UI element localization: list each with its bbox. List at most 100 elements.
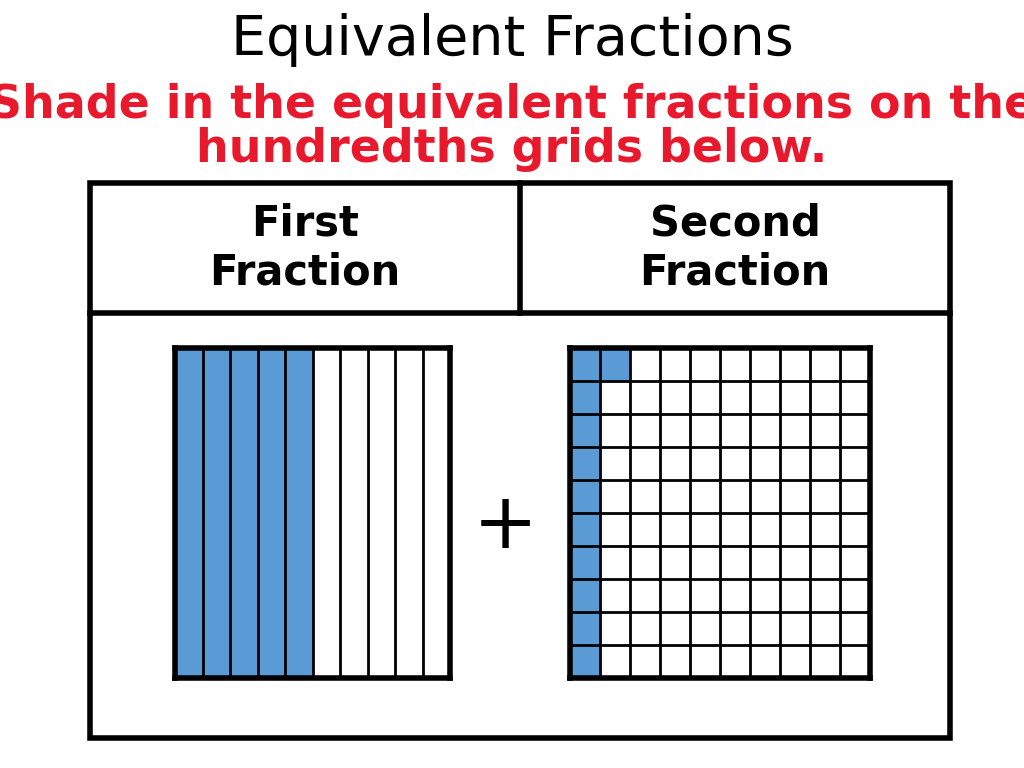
Text: First
Fraction: First Fraction	[209, 203, 400, 293]
Bar	[750, 348, 780, 381]
Bar	[780, 414, 810, 447]
Bar	[690, 513, 720, 546]
Bar	[720, 645, 750, 678]
Bar	[750, 381, 780, 414]
Bar	[720, 447, 750, 480]
Bar	[600, 348, 630, 381]
Bar	[840, 546, 870, 579]
Bar	[175, 348, 203, 678]
Bar	[720, 612, 750, 645]
Bar	[660, 579, 690, 612]
Bar	[630, 579, 660, 612]
Bar	[630, 381, 660, 414]
Bar	[750, 579, 780, 612]
Bar	[395, 348, 423, 678]
Bar	[660, 480, 690, 513]
Bar	[600, 480, 630, 513]
Bar	[630, 513, 660, 546]
Bar	[570, 480, 600, 513]
Bar	[780, 645, 810, 678]
Bar	[285, 348, 312, 678]
Bar	[570, 348, 600, 381]
Bar	[600, 546, 630, 579]
Bar	[810, 612, 840, 645]
Bar	[690, 579, 720, 612]
Bar	[660, 381, 690, 414]
Bar	[810, 414, 840, 447]
Bar	[570, 612, 600, 645]
Bar	[660, 546, 690, 579]
Bar	[840, 645, 870, 678]
Bar	[600, 447, 630, 480]
Bar	[750, 513, 780, 546]
Bar	[750, 414, 780, 447]
Bar	[630, 480, 660, 513]
Bar	[810, 348, 840, 381]
Bar	[690, 348, 720, 381]
Bar	[840, 480, 870, 513]
Bar	[780, 579, 810, 612]
Text: Equivalent Fractions: Equivalent Fractions	[230, 13, 794, 67]
Bar	[840, 381, 870, 414]
Bar	[203, 348, 230, 678]
Bar	[810, 480, 840, 513]
Bar	[840, 612, 870, 645]
Bar	[600, 414, 630, 447]
Bar	[840, 447, 870, 480]
Bar	[660, 612, 690, 645]
Bar	[570, 414, 600, 447]
Bar	[810, 447, 840, 480]
Bar	[368, 348, 395, 678]
Bar	[660, 645, 690, 678]
Bar	[810, 513, 840, 546]
Bar	[780, 546, 810, 579]
Bar	[570, 381, 600, 414]
Bar	[630, 447, 660, 480]
Bar	[720, 414, 750, 447]
Bar	[570, 447, 600, 480]
Bar	[810, 381, 840, 414]
Bar	[570, 645, 600, 678]
Bar	[690, 546, 720, 579]
Bar	[600, 579, 630, 612]
Bar	[750, 546, 780, 579]
Bar	[690, 414, 720, 447]
Text: +: +	[472, 488, 538, 564]
Bar	[630, 348, 660, 381]
Bar	[312, 348, 340, 678]
Bar	[660, 414, 690, 447]
Bar	[600, 645, 630, 678]
Bar	[423, 348, 450, 678]
Bar	[90, 183, 950, 738]
Bar	[570, 546, 600, 579]
Bar	[720, 381, 750, 414]
Bar	[780, 348, 810, 381]
Bar	[600, 513, 630, 546]
Bar	[257, 348, 285, 678]
Bar	[750, 645, 780, 678]
Bar	[630, 546, 660, 579]
Bar	[840, 579, 870, 612]
Bar	[690, 447, 720, 480]
Bar	[780, 447, 810, 480]
Bar	[600, 381, 630, 414]
Bar	[720, 579, 750, 612]
Bar	[780, 480, 810, 513]
Bar	[750, 612, 780, 645]
Bar	[690, 381, 720, 414]
Text: Shade in the equivalent fractions on the: Shade in the equivalent fractions on the	[0, 82, 1024, 127]
Bar	[630, 645, 660, 678]
Bar	[780, 381, 810, 414]
Bar	[690, 612, 720, 645]
Bar	[810, 579, 840, 612]
Bar	[810, 546, 840, 579]
Bar	[340, 348, 368, 678]
Bar	[690, 480, 720, 513]
Bar	[810, 645, 840, 678]
Bar	[840, 513, 870, 546]
Bar	[720, 546, 750, 579]
Bar	[840, 348, 870, 381]
Bar	[660, 513, 690, 546]
Bar	[570, 579, 600, 612]
Bar	[720, 480, 750, 513]
